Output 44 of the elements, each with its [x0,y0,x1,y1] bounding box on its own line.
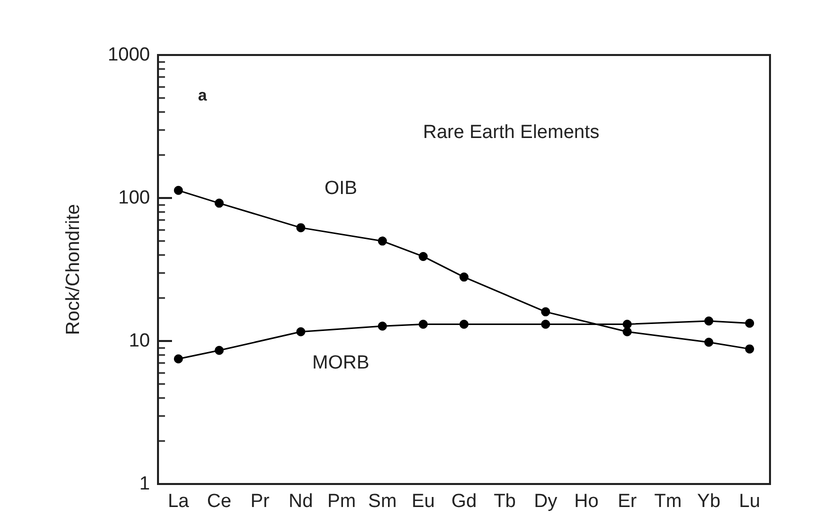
x-tick-label: Nd [288,491,313,512]
x-tick-label: Pr [250,491,270,512]
point [704,338,714,347]
x-tick-label: Pm [327,491,356,512]
point [214,198,224,208]
point [296,223,306,232]
y-tick-label: 10 [128,330,150,352]
point [378,236,387,246]
x-tick-label: Tm [654,491,682,512]
y-tick-label: 1000 [108,44,150,66]
point [378,322,387,331]
point [174,354,183,364]
x-tick-label: Lu [739,491,760,512]
x-tick-label: Ce [207,491,232,512]
y-tick-label: 100 [118,188,150,208]
point [541,307,550,316]
x-tick-label: Tb [494,491,516,512]
x-tick-label: Yb [697,491,720,512]
x-tick-label: Sm [368,491,397,512]
point [541,320,550,329]
x-tick-label: Ho [574,491,599,512]
point [460,272,468,282]
x-tick-label: Er [618,491,638,512]
annotation: Rare Earth Elements [423,122,600,143]
point [418,252,428,261]
point [745,344,754,354]
annotation: a [198,88,207,104]
y-tick-label: 1 [139,474,150,494]
point [174,186,183,195]
point [622,320,632,329]
point [418,320,428,329]
series-label: MORB [312,352,370,374]
x-tick-label: La [168,491,190,512]
point [745,318,754,328]
x-tick-label: Eu [412,491,435,512]
point [296,327,306,336]
x-tick-label: Gd [451,491,477,512]
x-tick-label: Dy [534,491,558,512]
point [704,316,714,326]
point [214,346,224,355]
point [460,320,468,329]
y-axis-title: Rock/Chondrite [63,204,84,335]
point [622,327,632,336]
series-label: OIB [324,178,358,200]
